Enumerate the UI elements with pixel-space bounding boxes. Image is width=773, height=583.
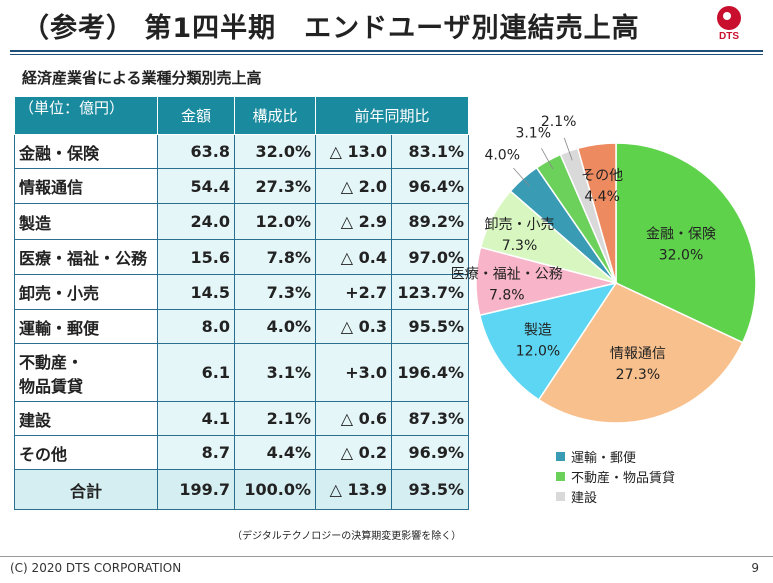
pie-label: その他	[581, 168, 623, 184]
cell-yoy: 89.2%	[391, 203, 469, 240]
total-change: △ 13.9	[315, 469, 392, 510]
table-row: 製造 24.0 12.0% △ 2.9 89.2%	[14, 203, 469, 240]
table-row: その他 8.7 4.4% △ 0.2 96.9%	[14, 435, 469, 470]
cell-change: △ 13.0	[315, 134, 392, 169]
cell-amount: 6.1	[157, 343, 235, 402]
pie-slice	[478, 281, 618, 401]
row-label: 金融・保険	[14, 134, 158, 169]
table-row: 金融・保険 63.8 32.0% △ 13.0 83.1%	[14, 134, 469, 169]
copyright: (C) 2020 DTS CORPORATION	[10, 561, 182, 575]
pie-label: 7.3%	[502, 238, 538, 254]
footer-divider	[0, 556, 773, 557]
cell-yoy: 123.7%	[391, 274, 469, 310]
cell-share: 4.0%	[234, 309, 316, 344]
cell-yoy: 96.4%	[391, 168, 469, 204]
cell-change: △ 0.2	[315, 435, 392, 470]
dts-logo: DTS	[709, 6, 749, 50]
cell-change: △ 2.9	[315, 203, 392, 240]
pie-slice	[576, 142, 617, 284]
page-number: 9	[751, 561, 759, 575]
row-label: 運輸・郵便	[14, 309, 158, 344]
cell-amount: 15.6	[157, 239, 235, 275]
cell-share: 4.4%	[234, 435, 316, 470]
table-row: 情報通信 54.4 27.3% △ 2.0 96.4%	[14, 168, 469, 204]
pie-slice	[615, 142, 757, 344]
cell-yoy: 87.3%	[391, 401, 469, 436]
sales-table: （単位：億円） 金額 構成比 前年同期比 金融・保険 63.8 32.0% △ 13.…	[14, 96, 469, 510]
pie-label: 卸売・小売	[484, 217, 554, 233]
pie-label: 3.1%	[515, 126, 551, 142]
cell-share: 27.3%	[234, 168, 316, 204]
pie-label: 製造	[524, 322, 552, 338]
cell-change: △ 0.6	[315, 401, 392, 436]
pie-label: 32.0%	[659, 248, 703, 264]
cell-share: 12.0%	[234, 203, 316, 240]
row-label: 卸売・小売	[14, 274, 158, 310]
legend-label: 建設	[571, 490, 598, 506]
pie-leader-line	[541, 148, 554, 170]
cell-yoy: 95.5%	[391, 309, 469, 344]
cell-share: 7.8%	[234, 239, 316, 275]
legend-item: 運輸・郵便	[556, 446, 675, 466]
pie-label: 7.8%	[489, 288, 525, 304]
logo-text: DTS	[719, 31, 739, 42]
table-row: 医療・福祉・公務 15.6 7.8% △ 0.4 97.0%	[14, 239, 469, 275]
cell-share: 3.1%	[234, 343, 316, 402]
total-yoy: 93.5%	[391, 469, 469, 510]
pie-label: 4.4%	[584, 189, 620, 205]
pie-leader-line	[563, 137, 573, 161]
cell-amount: 63.8	[157, 134, 235, 169]
section-subtitle: 経済産業省による業種分類別売上高	[22, 69, 262, 87]
cell-change: +2.7	[315, 274, 392, 310]
legend-swatch	[556, 491, 565, 501]
legend-swatch	[556, 471, 565, 481]
pie-legend: 運輸・郵便不動産・物品賃貸 建設	[556, 446, 675, 506]
total-amount: 199.7	[157, 469, 235, 510]
row-label: 医療・福祉・公務	[14, 239, 158, 275]
legend-label: 運輸・郵便	[571, 450, 637, 466]
table-footnote: （デジタルテクノロジーの決算期変更影響を除く）	[232, 531, 462, 542]
table-row-total: 合計 199.7 100.0% △ 13.9 93.5%	[14, 469, 469, 510]
pie-label: 27.3%	[616, 367, 660, 383]
pie-label: 2.1%	[541, 114, 577, 130]
pie-slice	[537, 282, 744, 424]
pie-label: 情報通信	[610, 346, 666, 362]
row-label: 情報通信	[14, 168, 158, 204]
cell-amount: 4.1	[157, 401, 235, 436]
pie-label: 金融・保険	[646, 227, 716, 243]
cell-change: △ 0.3	[315, 309, 392, 344]
cell-amount: 14.5	[157, 274, 235, 310]
cell-amount: 8.7	[157, 435, 235, 470]
cell-share: 32.0%	[234, 134, 316, 169]
pie-label: 12.0%	[516, 343, 560, 359]
legend-swatch	[556, 451, 565, 461]
cell-yoy: 83.1%	[391, 134, 469, 169]
header-yoy: 前年同期比	[315, 96, 469, 135]
cell-amount: 8.0	[157, 309, 235, 344]
table-row: 運輸・郵便 8.0 4.0% △ 0.3 95.5%	[14, 309, 469, 344]
legend-item: 不動産・物品賃貸	[556, 466, 675, 486]
table-row: 不動産・ 物品賃貸 6.1 3.1% +3.0 196.4%	[14, 343, 469, 402]
cell-change: △ 0.4	[315, 239, 392, 275]
legend-label: 不動産・物品賃貸	[571, 470, 676, 486]
table-row: 卸売・小売 14.5 7.3% +2.7 123.7%	[14, 274, 469, 310]
row-label: その他	[14, 435, 158, 470]
pie-label: 4.0%	[484, 148, 520, 164]
cell-yoy: 96.9%	[391, 435, 469, 470]
logo-mark-icon	[717, 6, 741, 30]
legend-item: 建設	[556, 486, 675, 506]
title-rule-top	[10, 50, 763, 52]
page-title: （参考） 第1四半期 エンドユーザ別連結売上高	[22, 13, 640, 44]
title-rule-bottom	[10, 54, 763, 55]
cell-change: +3.0	[315, 343, 392, 402]
cell-change: △ 2.0	[315, 168, 392, 204]
total-label: 合計	[14, 469, 158, 510]
total-share: 100.0%	[234, 469, 316, 510]
cell-yoy: 97.0%	[391, 239, 469, 275]
cell-yoy: 196.4%	[391, 343, 469, 402]
pie-label: 医療・福祉・公務	[451, 266, 563, 283]
pie-leader-line	[513, 167, 530, 187]
